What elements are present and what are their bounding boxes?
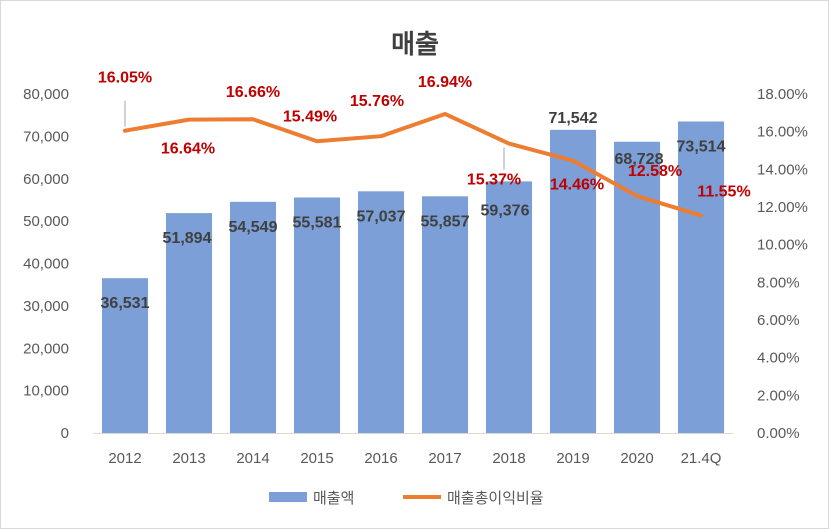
legend-bar-label: 매출액 (313, 489, 354, 507)
legend-line-label: 매출총이익비율 (447, 489, 544, 507)
y-left-tick-label: 40,000 (23, 256, 69, 273)
bar (101, 278, 149, 433)
bar-series (101, 121, 725, 434)
y-left-tick-label: 70,000 (23, 128, 69, 145)
bar-data-label: 55,857 (421, 213, 470, 230)
line-data-label: 12.58% (628, 163, 682, 180)
right-axis: 0.00% 2.00% 4.00% 6.00% 8.00% 10.00% 12.00% 14.… (757, 86, 808, 442)
line-data-label: 16.64% (161, 141, 215, 158)
y-left-tick-label: 0 (61, 425, 69, 442)
y-right-tick-label: 18.00% (757, 86, 808, 103)
x-tick-label: 2014 (236, 450, 269, 467)
bar-data-label: 55,581 (293, 214, 342, 231)
y-left-tick-label: 80,000 (23, 86, 69, 103)
bar-data-label: 51,894 (163, 230, 212, 247)
bar (549, 129, 597, 434)
y-right-tick-label: 8.00% (757, 274, 800, 291)
line-data-label: 15.37% (467, 172, 521, 189)
bar (357, 191, 405, 433)
y-right-tick-label: 14.00% (757, 161, 808, 178)
bar (165, 213, 213, 433)
bar-data-label: 73,514 (677, 138, 726, 155)
x-tick-label: 2013 (172, 450, 205, 467)
bar (613, 141, 661, 433)
y-right-tick-label: 16.00% (757, 124, 808, 141)
legend-bar-swatch (269, 492, 307, 502)
bar (485, 181, 533, 433)
x-tick-label: 2012 (108, 450, 141, 467)
y-left-tick-label: 60,000 (23, 171, 69, 188)
line-series (123, 111, 703, 218)
bar-data-label: 71,542 (549, 110, 598, 127)
x-tick-label: 2016 (364, 450, 397, 467)
chart-title: 매출 (391, 30, 439, 60)
line-data-label: 14.46% (550, 177, 604, 194)
y-left-tick-label: 30,000 (23, 298, 69, 315)
y-right-tick-label: 12.00% (757, 199, 808, 216)
line-data-label: 15.49% (283, 108, 337, 125)
line-data-label: 15.76% (350, 93, 404, 110)
bar-data-label: 68,728 (615, 151, 664, 168)
line-data-label: 11.55% (697, 183, 750, 200)
x-tick-label: 2017 (428, 450, 461, 467)
line-data-label: 16.05% (98, 70, 152, 87)
legend: 매출액 매출총이익비율 (269, 489, 544, 507)
line-data-label: 16.94% (418, 74, 472, 91)
x-tick-label: 2020 (620, 450, 653, 467)
bar-data-label: 54,549 (229, 219, 278, 236)
bar-data-label: 57,037 (357, 208, 406, 225)
x-tick-label: 2019 (556, 450, 589, 467)
y-left-tick-label: 50,000 (23, 213, 69, 230)
bar (293, 197, 341, 433)
bar (421, 196, 469, 433)
line-data-label: 16.66% (226, 84, 280, 101)
x-tick-label: 2018 (492, 450, 525, 467)
bar-data-label: 59,376 (481, 202, 530, 219)
y-right-tick-label: 10.00% (757, 237, 808, 254)
y-right-tick-label: 4.00% (757, 350, 800, 367)
bar-data-labels: 36,531 51,894 54,549 55,581 57,037 55,857 59,3… (101, 110, 726, 312)
bar (677, 121, 725, 433)
line-data-labels: 16.05% 16.64% 16.66%15.49% 15.76% 16.94% 15.3… (98, 70, 751, 201)
x-axis: 2012 2013 2014 2015 2016 2017 2018 2019 2020 21.4… (93, 433, 733, 467)
x-tick-label: 21.4Q (681, 450, 722, 467)
bar-data-label: 36,531 (101, 295, 150, 312)
left-axis: 0 10,000 20,000 30,000 40,000 50,000 60,000 70,… (23, 86, 69, 442)
y-right-tick-label: 0.00% (757, 425, 800, 442)
y-right-tick-label: 2.00% (757, 387, 800, 404)
x-tick-label: 2015 (300, 450, 333, 467)
y-right-tick-label: 6.00% (757, 312, 800, 329)
y-left-tick-label: 20,000 (23, 340, 69, 357)
bar (229, 201, 277, 433)
y-left-tick-label: 10,000 (23, 383, 69, 400)
line-path (123, 111, 703, 218)
